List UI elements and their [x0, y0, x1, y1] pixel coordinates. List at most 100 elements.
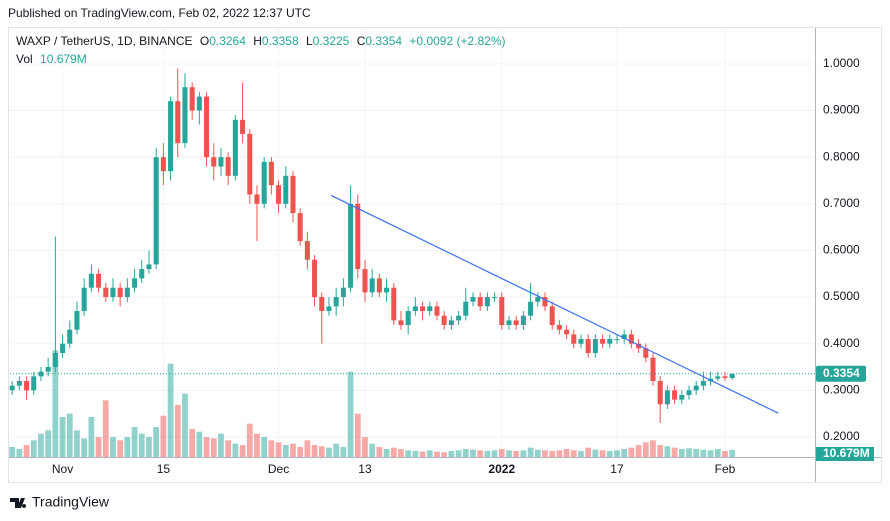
volume-bar: [664, 446, 671, 457]
candle-body: [96, 273, 102, 288]
candle-body: [326, 306, 332, 312]
volume-bar: [232, 443, 239, 457]
candle-body: [528, 301, 534, 316]
y-tick-label: 0.7000: [823, 196, 860, 210]
candle-body: [146, 264, 152, 270]
candle-body: [607, 339, 613, 344]
published-note: Published on TradingView.com, Feb 02, 20…: [8, 6, 311, 20]
volume-bar: [549, 451, 556, 457]
volume-bar: [434, 451, 440, 457]
volume-bar: [570, 450, 577, 457]
candle-body: [139, 269, 145, 279]
volume-bar: [16, 449, 23, 457]
candle-body: [470, 297, 476, 302]
volume-bar: [527, 447, 534, 457]
candle-body: [340, 287, 346, 298]
candle-body: [700, 380, 706, 386]
volume-bar: [628, 447, 635, 457]
change: +0.0092 (+2.82%): [409, 34, 505, 48]
candle-body: [592, 339, 598, 354]
candle-body: [232, 119, 238, 176]
candle-body: [506, 320, 512, 326]
volume-bar: [398, 449, 404, 457]
volume-bar: [30, 440, 37, 457]
volume-bar: [448, 451, 455, 457]
volume-bar: [52, 350, 59, 457]
candle-body: [31, 376, 37, 391]
volume-bar: [369, 443, 376, 457]
volume-bar: [95, 437, 102, 457]
candle-body: [333, 297, 339, 307]
candle-body: [211, 157, 217, 167]
volume-bar: [45, 430, 52, 457]
candle-body: [578, 339, 584, 344]
volume-bar: [146, 437, 152, 457]
candle-body: [456, 315, 462, 321]
volume-bar: [426, 450, 433, 457]
l-value: 0.3225: [313, 34, 350, 48]
candle-body: [564, 329, 570, 335]
volume-bar: [174, 405, 181, 457]
volume-bar: [210, 438, 217, 457]
volume-bar: [131, 427, 138, 457]
candle-body: [175, 101, 181, 144]
volume-bar: [261, 437, 268, 457]
volume-bar: [534, 449, 541, 457]
trendline: [330, 194, 779, 414]
candle-body: [391, 287, 397, 321]
volume-bar: [239, 445, 246, 457]
volume-bar: [311, 445, 318, 457]
volume-bar: [700, 449, 707, 457]
candle-body: [225, 157, 231, 176]
volume-bar: [542, 450, 548, 457]
candle-body: [189, 87, 195, 111]
candle-body: [405, 311, 411, 326]
candle-body: [88, 273, 94, 288]
volume-bar: [614, 450, 620, 457]
volume-bar: [455, 450, 462, 457]
candle-body: [304, 241, 310, 260]
volume-bar: [563, 449, 570, 457]
volume-bar: [484, 451, 491, 457]
candle-body: [218, 157, 224, 167]
candle-body: [643, 348, 649, 358]
volume-bar: [9, 447, 16, 457]
y-tick-label: 1.0000: [823, 56, 860, 70]
y-tick-label: 0.2000: [823, 429, 860, 443]
candle-body: [60, 343, 66, 354]
o-label: O: [200, 34, 209, 48]
c-label: C: [357, 34, 366, 48]
volume-bar: [110, 437, 116, 457]
y-tick-label: 0.9000: [823, 103, 860, 117]
candle-body: [520, 315, 526, 326]
candle-body: [513, 320, 519, 326]
volume-bar: [254, 433, 260, 457]
chart-frame: [8, 27, 882, 483]
x-tick-label: Feb: [715, 462, 736, 476]
candle-body: [679, 394, 685, 400]
volume-bar: [419, 451, 426, 457]
volume-bar: [621, 449, 628, 457]
volume-bar: [23, 445, 30, 457]
volume-bar: [297, 447, 304, 457]
candle-body: [556, 325, 562, 330]
last-volume-label: 10.679M: [823, 446, 870, 460]
candle-body: [240, 119, 246, 134]
candle-body: [492, 297, 498, 299]
legend: WAXP / TetherUS, 1D, BINANCE O0.3264 H0.…: [16, 34, 506, 48]
y-tick-label: 0.6000: [823, 243, 860, 257]
volume-bar: [506, 450, 512, 457]
volume-bar: [693, 449, 700, 457]
volume-bar: [606, 451, 613, 457]
last-volume-box: [816, 447, 874, 461]
candle-body: [571, 334, 577, 344]
candle-body: [247, 133, 253, 195]
candle-body: [441, 315, 447, 326]
volume-bar: [59, 417, 66, 457]
volume-bar: [470, 449, 476, 457]
volume-bar: [340, 447, 347, 457]
volume-bar: [218, 433, 224, 457]
x-tick-label: Nov: [52, 462, 73, 476]
candle-body: [376, 278, 382, 293]
